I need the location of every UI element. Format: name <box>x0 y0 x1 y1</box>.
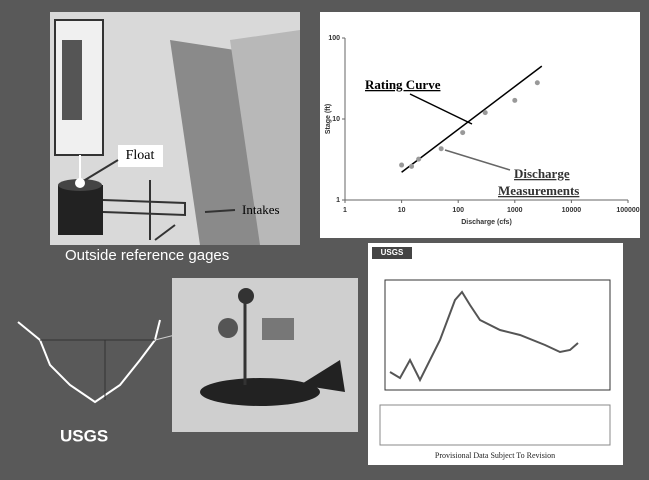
rating-chart: 1 10 100 1000 10000 100000 1 10 100 Discharge (cf… <box>320 12 640 238</box>
measurement-point <box>535 80 540 85</box>
measurements-annotation: Discharge <box>514 166 570 181</box>
hydrograph-footer: Provisional Data Subject To Revision <box>435 451 555 460</box>
x-tick-label: 100000 <box>616 207 639 214</box>
y-axis-label: Stage (ft) <box>325 104 332 134</box>
x-tick-label: 10000 <box>562 207 582 214</box>
x-tick-label: 100 <box>452 207 464 214</box>
hydrograph <box>368 243 623 465</box>
float-label: Float <box>126 148 155 163</box>
hydrograph-header: USGS <box>381 248 404 257</box>
measurement-point <box>483 110 488 115</box>
x-tick-label: 1 <box>343 207 347 214</box>
intakes-label: Intakes <box>242 202 280 217</box>
measurement-point <box>416 157 421 162</box>
x-axis-label: Discharge (cfs) <box>461 219 512 226</box>
y-tick-label: 100 <box>328 35 340 42</box>
measurement-point <box>399 163 404 168</box>
measurements-annotation: Measurements <box>498 183 579 198</box>
meter-photo <box>172 278 358 432</box>
measurement-point <box>512 98 517 103</box>
rating-curve-annotation: Rating Curve <box>365 77 441 92</box>
measurement-point <box>460 130 465 135</box>
y-tick-label: 1 <box>336 197 340 204</box>
measurement-point <box>409 164 414 169</box>
usgs-logo: USGS <box>60 426 108 445</box>
outside-label: Outside reference gages <box>65 247 229 264</box>
slide: Float Intakes Outside reference gages 11… <box>0 0 649 480</box>
y-tick-label: 10 <box>332 116 340 123</box>
x-tick-label: 1000 <box>507 207 523 214</box>
measurement-point <box>439 146 444 151</box>
x-tick-label: 10 <box>398 207 406 214</box>
